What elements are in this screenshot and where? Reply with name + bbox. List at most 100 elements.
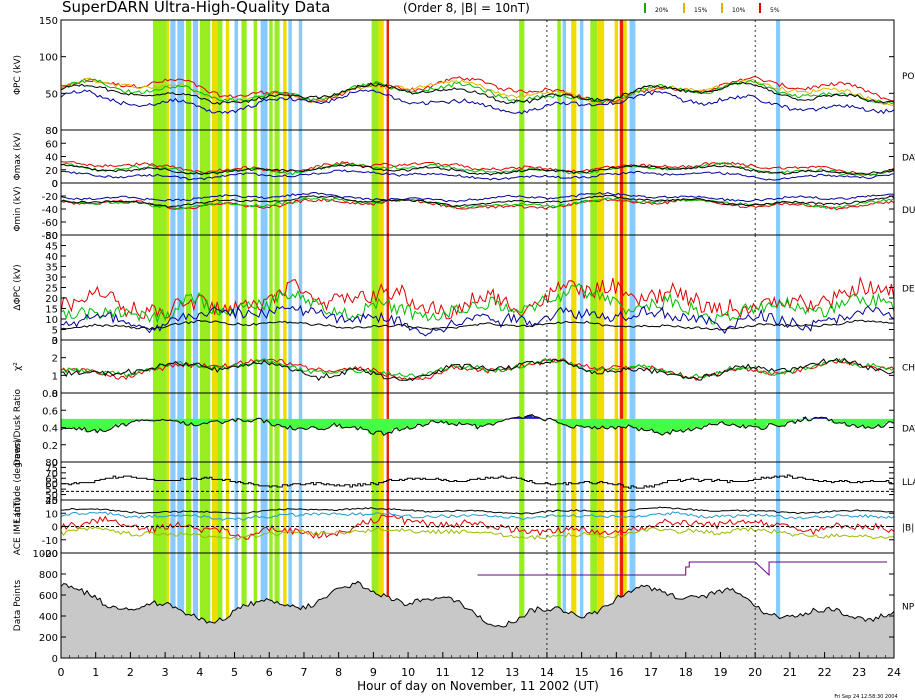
ratio-bar	[266, 418, 270, 423]
ratio-bar	[579, 418, 582, 427]
ratio-bar	[396, 418, 400, 431]
ratio-bar	[128, 418, 132, 422]
panel-imf: -20 -10 0 10 20 ACE IMF (nT) |B|	[13, 496, 914, 560]
ratio-bar	[149, 418, 153, 421]
ratio-bar	[375, 418, 379, 432]
ratio-bar	[875, 418, 879, 425]
shading-band	[225, 20, 230, 658]
y-tick-label: 0	[52, 126, 58, 137]
ratio-bar	[732, 418, 736, 425]
ratio-bar	[834, 418, 838, 424]
ratio-bar	[110, 418, 114, 428]
ratio-bar	[433, 418, 437, 423]
y-axis-label: Data Points	[13, 579, 23, 631]
x-tick-label: 0	[58, 666, 65, 679]
y-tick-label: 100	[39, 53, 58, 64]
ratio-bar	[74, 418, 77, 430]
x-tick-label: 24	[887, 666, 901, 679]
x-tick-label: 14	[540, 666, 554, 679]
ratio-bar	[474, 418, 478, 429]
ratio-bar	[336, 418, 340, 425]
ratio-bar	[362, 418, 366, 430]
y-axis-label: Φmax (kV)	[13, 133, 23, 181]
y-tick-label: -60	[42, 218, 58, 229]
ratio-bar	[76, 418, 80, 428]
ratio-bar	[441, 418, 444, 424]
ratio-bar	[300, 418, 304, 429]
series-blue	[60, 89, 895, 115]
ratio-bar	[672, 418, 676, 432]
ratio-bar	[625, 418, 629, 425]
ratio-bar	[782, 418, 785, 427]
y-tick-label: 150	[39, 16, 58, 27]
ratio-bar	[821, 417, 825, 419]
x-axis: 0 1 2 3 4 5 6 7 8 9 10 11 12 13 14 15 16 17 18 19 20 21 22 23 24	[58, 652, 901, 679]
ratio-bar	[115, 418, 119, 428]
ratio-bar	[180, 418, 184, 422]
right-side-label: LLA	[902, 478, 915, 488]
shading-band	[260, 20, 268, 658]
ratio-bar	[175, 418, 179, 422]
shading-band	[152, 20, 167, 658]
ratio-bar	[779, 418, 783, 426]
ratio-bar	[670, 418, 674, 430]
ratio-bar	[862, 418, 866, 429]
y-tick-label: 80	[45, 458, 58, 469]
ratio-bar	[217, 418, 221, 422]
ratio-bar	[566, 418, 569, 427]
ratio-bar	[438, 418, 442, 421]
ratio-bar	[753, 418, 757, 427]
ratio-bar	[464, 418, 468, 424]
ratio-bar	[277, 418, 280, 425]
ratio-bar	[318, 418, 322, 430]
ratio-bar	[368, 418, 372, 434]
ratio-bar	[430, 418, 434, 421]
legend: 20% 15% 10% 5%	[644, 3, 780, 14]
ratio-bar	[711, 418, 715, 425]
ratio-bar	[690, 418, 694, 430]
shading-band	[211, 20, 218, 658]
ratio-bar	[644, 418, 648, 431]
y-tick-label: 50	[45, 491, 58, 502]
y-tick-label: 1	[52, 371, 58, 382]
ratio-bar	[581, 418, 585, 428]
ratio-bar	[870, 418, 874, 429]
ratio-bar	[480, 418, 484, 427]
ratio-bar	[198, 418, 202, 424]
ratio-bar	[519, 418, 523, 419]
ratio-bar	[126, 418, 129, 424]
ratio-bar	[79, 418, 83, 430]
ratio-bar	[92, 418, 96, 430]
ratio-bar	[680, 418, 684, 433]
ratio-bar	[264, 418, 267, 421]
ratio-bar	[766, 418, 770, 424]
right-side-label: NP	[902, 603, 915, 613]
ratio-bar	[789, 418, 793, 421]
ratio-bar	[347, 418, 351, 428]
shading-band	[597, 20, 605, 658]
y-tick-label: 1000	[33, 549, 58, 560]
ratio-bar	[323, 418, 327, 429]
x-tick-label: 16	[609, 666, 623, 679]
ratio-bar	[370, 418, 374, 435]
ratio-bar	[310, 418, 314, 427]
y-tick-label: 55	[45, 485, 58, 496]
ratio-bar	[485, 418, 489, 424]
ratio-bar	[477, 418, 481, 426]
ratio-bar	[886, 418, 890, 422]
y-tick-label: 50	[45, 231, 58, 242]
shading-band	[298, 20, 303, 658]
series-ratio	[60, 414, 895, 436]
ratio-bar	[295, 418, 299, 429]
ratio-bar	[841, 418, 845, 423]
shading-band	[519, 20, 525, 658]
ratio-bar	[342, 418, 346, 428]
ratio-bar	[683, 418, 687, 431]
ratio-bar	[865, 418, 869, 427]
ratio-bar	[534, 417, 538, 419]
y-tick-label: 0.2	[42, 441, 58, 452]
ratio-bar	[357, 418, 361, 427]
ratio-bar	[602, 418, 606, 429]
ratio-bar	[748, 418, 752, 426]
